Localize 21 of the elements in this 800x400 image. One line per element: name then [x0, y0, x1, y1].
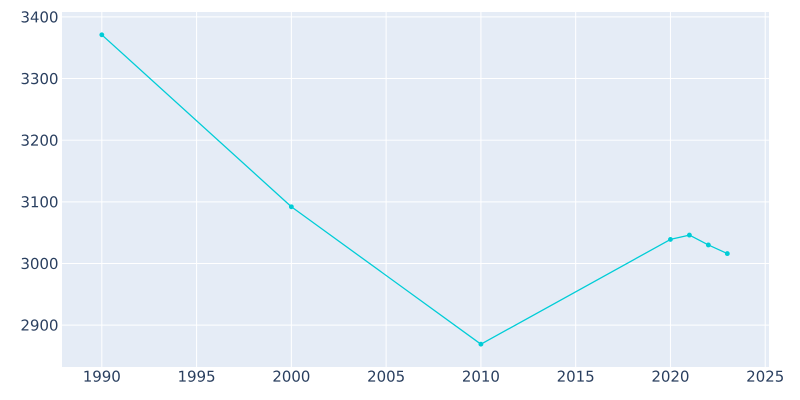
x-tick-label: 2025 — [747, 370, 783, 382]
point — [686, 232, 692, 238]
x-tick-label: 1990 — [84, 370, 120, 382]
x-tick-label: 2005 — [368, 370, 404, 382]
point — [706, 242, 711, 248]
y-tick-label: 3100 — [22, 196, 58, 208]
point — [288, 204, 294, 210]
y-tick-label: 3300 — [22, 72, 58, 84]
x-tick-label: 1995 — [179, 370, 214, 382]
point — [724, 251, 730, 256]
y-tick-label: 3200 — [22, 134, 58, 146]
point — [668, 236, 673, 242]
x-tick-label: 2000 — [273, 370, 310, 382]
y-tick-label: 2900 — [22, 319, 58, 331]
x-tick-label: 2015 — [558, 370, 594, 382]
x-tick-label: 2020 — [652, 370, 688, 382]
y-tick-label: 3000 — [22, 258, 58, 270]
y-tick-label: 3400 — [22, 11, 58, 23]
x-tick-label: 2010 — [462, 370, 499, 382]
point — [99, 32, 104, 38]
point — [478, 342, 484, 347]
